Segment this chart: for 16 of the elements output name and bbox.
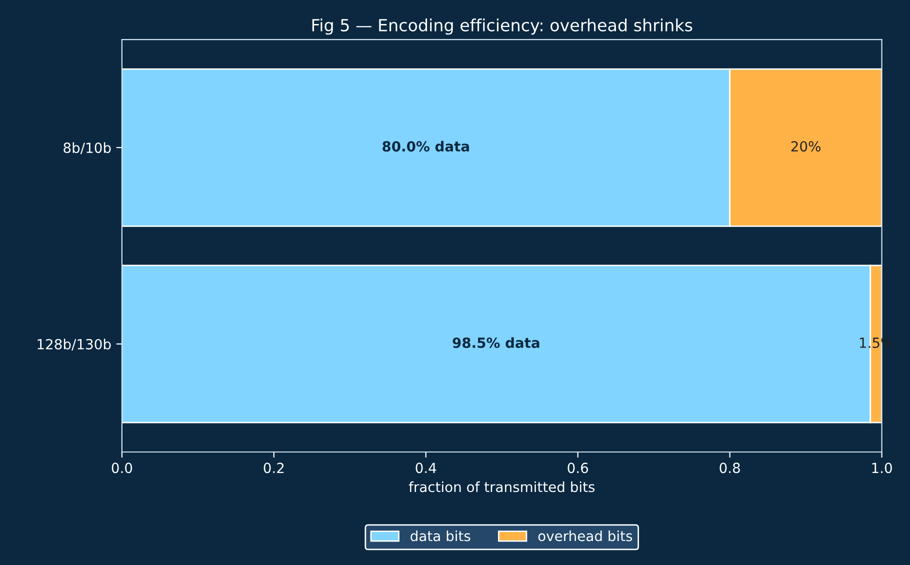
data-label: 98.5% data bbox=[452, 337, 540, 348]
x-tick-label: 0.2 bbox=[264, 462, 284, 474]
data-label: 1.5% bbox=[860, 338, 893, 348]
x-axis-title: fraction of transmitted bits bbox=[408, 481, 595, 492]
data-label: 20% bbox=[791, 141, 820, 152]
y-tick-label: 128b/130b bbox=[38, 338, 111, 351]
legend-label: data bits bbox=[410, 530, 470, 542]
x-tick-label: 0.8 bbox=[720, 462, 740, 474]
legend-label: overhead bits bbox=[538, 530, 632, 542]
x-tick-label: 0.0 bbox=[112, 462, 132, 474]
y-tick-label: 8b/10b bbox=[64, 142, 111, 154]
x-tick-label: 0.6 bbox=[568, 462, 588, 474]
x-tick-label: 0.4 bbox=[416, 462, 436, 474]
chart-title: Fig 5 — Encoding efficiency: overhead shrinks bbox=[312, 18, 692, 35]
x-tick-label: 1.0 bbox=[872, 462, 892, 474]
data-label: 80.0% data bbox=[382, 140, 469, 152]
